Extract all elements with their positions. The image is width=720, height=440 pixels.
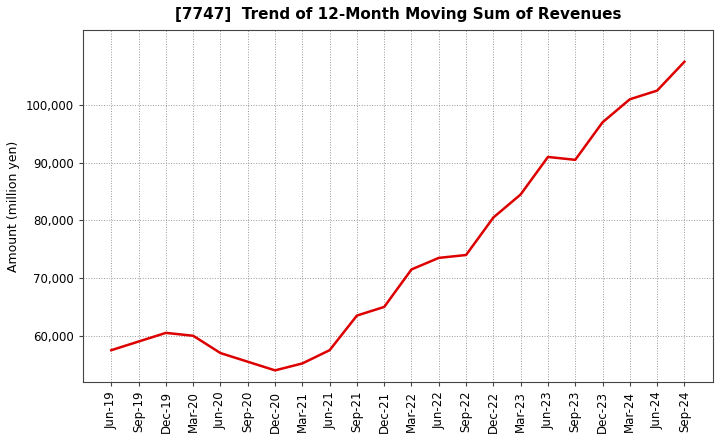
Title: [7747]  Trend of 12-Month Moving Sum of Revenues: [7747] Trend of 12-Month Moving Sum of R… [175, 7, 621, 22]
Y-axis label: Amount (million yen): Amount (million yen) [7, 140, 20, 271]
